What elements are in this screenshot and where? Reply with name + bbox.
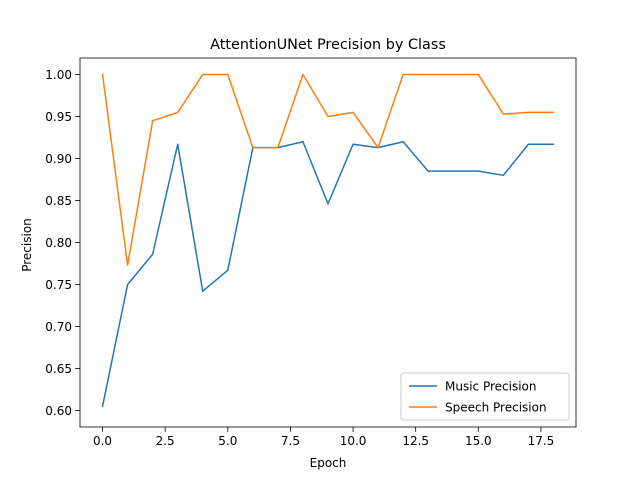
chart-title: AttentionUNet Precision by Class <box>210 37 446 53</box>
x-tick-label: 2.5 <box>156 434 175 448</box>
series-line-music <box>101 140 555 408</box>
x-axis-label: Epoch <box>310 456 347 470</box>
x-tick-label: 5.0 <box>218 434 237 448</box>
y-tick-label: 0.65 <box>45 362 72 376</box>
y-tick-label: 0.60 <box>45 404 72 418</box>
x-tick-label: 0.0 <box>93 434 112 448</box>
y-tick-label: 0.80 <box>45 236 72 250</box>
x-tick-label: 7.5 <box>281 434 300 448</box>
legend-label: Speech Precision <box>445 400 547 414</box>
x-tick-label: 17.5 <box>528 434 555 448</box>
legend-box <box>400 372 570 421</box>
y-axis-label: Precision <box>20 218 34 272</box>
y-tick-label: 0.85 <box>45 194 72 208</box>
plot-area: 0.0 2.5 5.0 7.5 10.0 12.5 15.0 17.5 0.60 0.65 0.70… <box>45 57 577 448</box>
axes-frame <box>79 57 577 428</box>
y-tick-label: 0.70 <box>45 320 72 334</box>
y-tick-label: 0.90 <box>45 152 72 166</box>
legend-label: Music Precision <box>445 379 537 393</box>
series-line-speech <box>101 73 555 266</box>
x-tick-label: 10.0 <box>340 434 367 448</box>
y-tick-label: 0.95 <box>45 110 72 124</box>
legend: Music Precision Speech Precision <box>400 372 570 421</box>
x-tick-label: 15.0 <box>465 434 492 448</box>
x-tick-label: 12.5 <box>402 434 429 448</box>
y-tick-label: 0.75 <box>45 278 72 292</box>
y-tick-label: 1.00 <box>45 68 72 82</box>
